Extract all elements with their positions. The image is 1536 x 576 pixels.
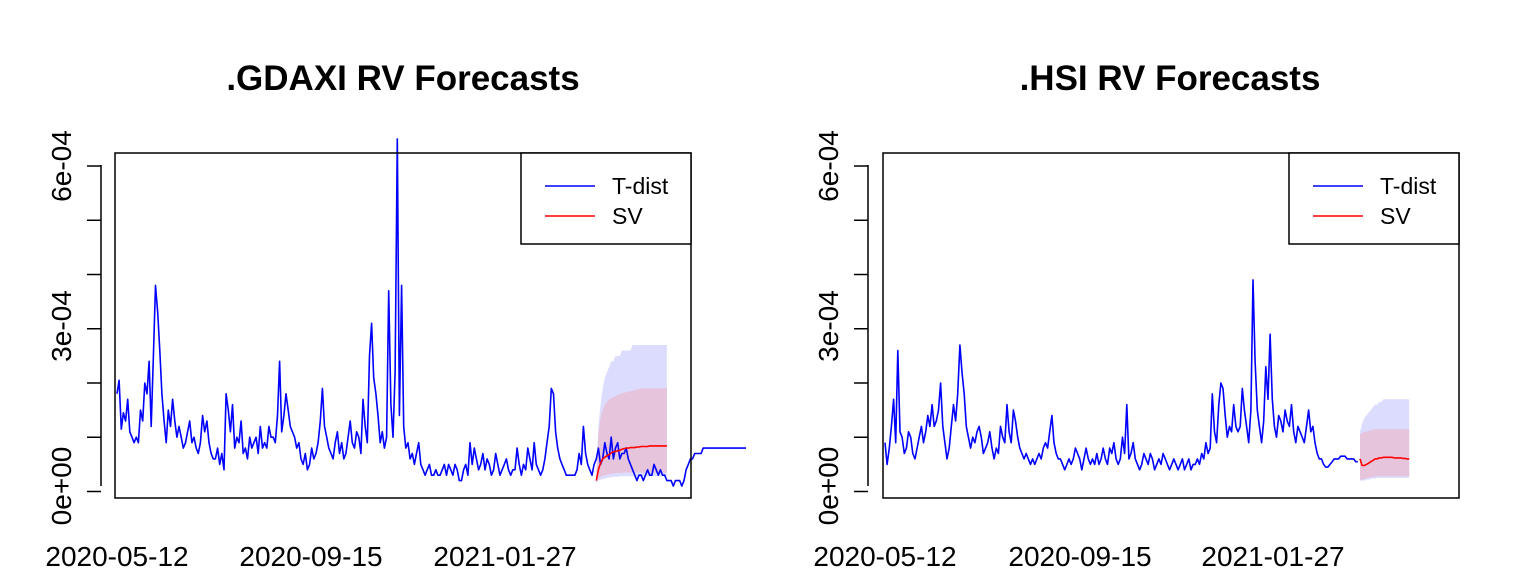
- legend-label-sv: SV: [612, 203, 643, 229]
- y-axis: 0e+00 3e-04 6e-04: [46, 130, 102, 526]
- legend: T-dist SV: [520, 152, 692, 245]
- y-axis: 0e+00 3e-04 6e-04: [813, 130, 869, 526]
- series-line-sv: [1359, 456, 1410, 467]
- y-tick-label: 0e+00: [46, 447, 77, 526]
- y-tick-label: 6e-04: [813, 130, 844, 202]
- y-tick-label: 6e-04: [46, 130, 77, 202]
- forecast-interval-band: [1360, 429, 1410, 480]
- series-line-t-dist: [116, 138, 746, 487]
- x-tick-label: 2021-01-27: [1201, 541, 1344, 572]
- x-tick-label: 2020-09-15: [1008, 541, 1151, 572]
- plot-frame: [114, 152, 692, 499]
- legend-box: [520, 152, 692, 245]
- gdaxi-forecast-panel: .GDAXI RV Forecasts 0e+00 3e-04 6e-04 20…: [45, 59, 746, 572]
- x-tick-label: 2020-05-12: [45, 541, 188, 572]
- y-tick-label: 0e+00: [813, 447, 844, 526]
- series-layer: [116, 138, 746, 487]
- forecast-band-layer: [1360, 399, 1410, 481]
- legend-box: [1288, 152, 1460, 245]
- y-tick-label: 3e-04: [46, 290, 77, 362]
- legend-label-t-dist: T-dist: [612, 173, 669, 199]
- hsi-forecast-panel: .HSI RV Forecasts 0e+00 3e-04 6e-04 2020…: [813, 59, 1460, 572]
- legend: T-dist SV: [1288, 152, 1460, 245]
- x-axis: 2020-05-12 2020-09-15 2021-01-27: [45, 541, 576, 572]
- plot-frame: [882, 152, 1460, 499]
- series-line-sv: [595, 445, 667, 481]
- x-tick-label: 2021-01-27: [433, 541, 576, 572]
- x-tick-label: 2020-05-12: [813, 541, 956, 572]
- x-tick-label: 2020-09-15: [239, 541, 382, 572]
- series-line-t-dist: [884, 279, 1358, 471]
- chart-title: .GDAXI RV Forecasts: [226, 59, 579, 98]
- forecast-band-layer: [596, 345, 667, 484]
- legend-label-sv: SV: [1380, 203, 1411, 229]
- series-layer: [884, 279, 1410, 471]
- legend-label-t-dist: T-dist: [1380, 173, 1437, 199]
- x-axis: 2020-05-12 2020-09-15 2021-01-27: [813, 541, 1344, 572]
- chart-title: .HSI RV Forecasts: [1020, 59, 1321, 98]
- y-tick-label: 3e-04: [813, 290, 844, 362]
